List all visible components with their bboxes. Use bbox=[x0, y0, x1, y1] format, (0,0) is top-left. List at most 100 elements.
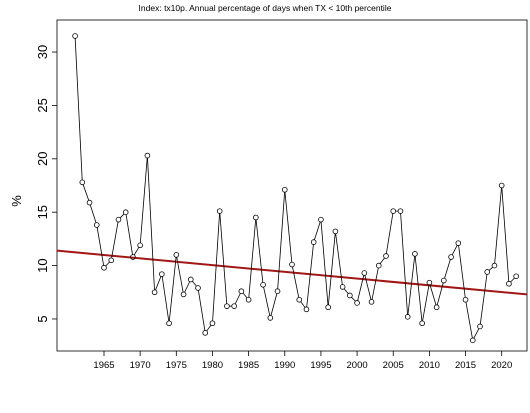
series-segment bbox=[176, 257, 184, 293]
series-segment bbox=[263, 287, 271, 316]
data-point bbox=[412, 251, 418, 257]
series-segment bbox=[379, 257, 385, 264]
x-tick-label: 1970 bbox=[130, 360, 151, 371]
data-point bbox=[231, 303, 237, 309]
data-point bbox=[462, 296, 469, 303]
data-point bbox=[339, 284, 346, 290]
y-tick-label: 5 bbox=[35, 315, 50, 322]
x-tick-label: 2015 bbox=[455, 360, 476, 371]
series-segment bbox=[473, 328, 480, 339]
data-point bbox=[216, 208, 223, 214]
data-point bbox=[224, 303, 230, 309]
x-tick-label: 1995 bbox=[310, 360, 331, 371]
series-segment bbox=[82, 184, 90, 201]
data-point bbox=[498, 182, 505, 189]
series-segment bbox=[314, 221, 321, 240]
data-point bbox=[267, 315, 274, 321]
data-point bbox=[513, 273, 519, 280]
data-point bbox=[159, 271, 165, 277]
series-segment bbox=[125, 214, 133, 255]
data-point bbox=[361, 270, 368, 276]
data-point bbox=[397, 208, 404, 214]
series-segment bbox=[197, 290, 206, 331]
data-point bbox=[455, 240, 462, 246]
series-segment bbox=[248, 219, 257, 298]
series-segment bbox=[510, 277, 515, 283]
series-segment bbox=[270, 293, 278, 316]
series-segment bbox=[335, 233, 343, 285]
series-segment bbox=[444, 259, 451, 279]
chart-title: Index: tx10p. Annual percentage of days … bbox=[139, 3, 392, 13]
x-tick-label: 2005 bbox=[383, 360, 404, 371]
series-segment bbox=[119, 213, 125, 219]
data-point bbox=[144, 152, 151, 159]
data-point bbox=[274, 288, 281, 295]
axes: 5 10 15 20 25 30 1965 1970 1975 1980 1985 1990 1995 2… bbox=[35, 19, 528, 371]
series-segment bbox=[147, 157, 155, 290]
series-segment bbox=[371, 267, 379, 300]
y-tick-label: 30 bbox=[35, 45, 50, 59]
series-segment bbox=[74, 38, 83, 180]
series-segment bbox=[306, 244, 314, 308]
data-point bbox=[448, 254, 454, 260]
series-layer bbox=[72, 33, 519, 344]
data-point bbox=[426, 279, 433, 286]
data-point bbox=[332, 228, 339, 235]
data-point bbox=[318, 216, 324, 223]
series-segment bbox=[422, 284, 430, 321]
x-tick-label: 1965 bbox=[93, 360, 114, 371]
data-point bbox=[93, 222, 100, 228]
series-segment bbox=[414, 256, 423, 321]
series-segment bbox=[255, 219, 264, 283]
x-tick-label: 2010 bbox=[419, 360, 440, 371]
series-segment bbox=[407, 256, 416, 315]
data-point bbox=[441, 277, 447, 284]
data-point bbox=[296, 296, 303, 303]
data-point bbox=[260, 281, 266, 288]
data-point bbox=[166, 320, 172, 327]
series-segment bbox=[364, 275, 372, 300]
data-point bbox=[209, 320, 216, 327]
y-axis-label: % bbox=[9, 195, 24, 207]
data-point bbox=[383, 253, 389, 259]
series-segment bbox=[96, 227, 104, 266]
data-point bbox=[151, 289, 158, 296]
series-segment bbox=[219, 213, 228, 304]
x-tick-label: 1985 bbox=[238, 360, 259, 371]
series-segment bbox=[357, 275, 365, 301]
x-tick-label: 1980 bbox=[202, 360, 223, 371]
data-point bbox=[289, 261, 295, 268]
series-segment bbox=[139, 157, 148, 243]
series-segment bbox=[436, 282, 444, 306]
series-segment bbox=[155, 276, 162, 291]
data-point bbox=[303, 306, 310, 313]
series-segment bbox=[161, 276, 170, 321]
series-segment bbox=[479, 274, 488, 325]
data-point bbox=[281, 186, 288, 193]
series-segment bbox=[451, 245, 458, 256]
series-segment bbox=[192, 281, 197, 287]
data-point bbox=[469, 337, 476, 344]
series-segment bbox=[429, 284, 437, 306]
data-point bbox=[195, 285, 201, 291]
series-segment bbox=[343, 288, 349, 294]
trend-layer bbox=[56, 249, 528, 296]
data-point bbox=[101, 264, 107, 271]
data-point bbox=[187, 276, 194, 283]
data-point bbox=[245, 296, 252, 303]
series-segment bbox=[385, 213, 394, 254]
series-segment bbox=[89, 204, 97, 223]
series-segment bbox=[327, 233, 336, 305]
x-tick-label: 2000 bbox=[347, 360, 368, 371]
data-point bbox=[130, 254, 136, 260]
series-segment bbox=[284, 192, 293, 263]
series-segment bbox=[168, 257, 177, 321]
data-point bbox=[137, 242, 143, 249]
series-segment bbox=[300, 301, 306, 308]
data-point bbox=[86, 199, 93, 206]
plot-frame bbox=[56, 19, 528, 352]
series-segment bbox=[212, 213, 220, 321]
data-point bbox=[180, 291, 187, 298]
